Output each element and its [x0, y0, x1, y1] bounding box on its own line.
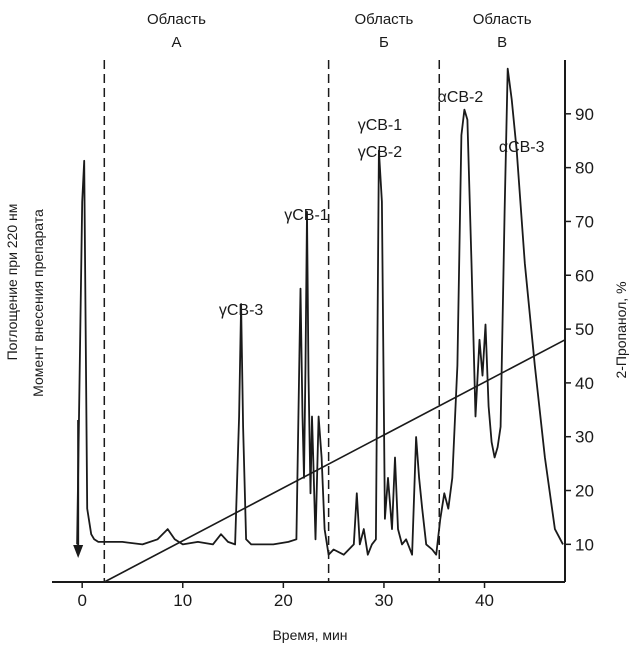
curve-layer [73, 67, 566, 583]
peak-label: γCB-3 [219, 302, 264, 319]
x-tick-label: 10 [173, 591, 192, 610]
peak-label: γCB-2 [358, 144, 403, 161]
peak-label: γCB-1 [358, 117, 403, 134]
region-title: Область [147, 11, 206, 28]
y-right-tick-label: 40 [575, 374, 594, 393]
x-tick-label: 30 [374, 591, 393, 610]
absorbance-trace [76, 67, 564, 556]
region-letter: В [497, 34, 507, 51]
y-right-tick-label: 90 [575, 105, 594, 124]
x-tick-label: 0 [77, 591, 86, 610]
injection-label: Момент внесения препарата [30, 209, 46, 397]
region-letter: А [171, 34, 181, 51]
peak-label: αCB-2 [438, 89, 484, 106]
region-letter: Б [379, 34, 389, 51]
peak-label: γCB-1 [284, 207, 329, 224]
y-right-tick-label: 50 [575, 320, 594, 339]
x-axis-title: Время, мин [272, 627, 347, 643]
region-title: Область [355, 11, 414, 28]
plot-frame [52, 60, 566, 583]
x-tick-label: 40 [475, 591, 494, 610]
y-right-tick-label: 80 [575, 159, 594, 178]
x-tick-label: 20 [274, 591, 293, 610]
y-right-tick-label: 70 [575, 212, 594, 231]
peak-label: αCB-3 [499, 139, 545, 156]
y-right-tick-label: 20 [575, 482, 594, 501]
region-title: Область [473, 11, 532, 28]
y-axis-right-title: 2-Пропанол, % [613, 281, 629, 378]
y-right-tick-label: 30 [575, 428, 594, 447]
y-right-tick-label: 60 [575, 266, 594, 285]
propanol-gradient-line [103, 339, 566, 583]
y-right-tick-label: 10 [575, 535, 594, 554]
injection-arrow-head [73, 545, 84, 558]
tick-layer: 0 10 20 30 40 10 20 30 40 50 60 70 80 90 [77, 105, 593, 610]
y-axis-left-title: Поглощение при 220 нм [4, 204, 20, 361]
region-dividers [103, 60, 441, 582]
